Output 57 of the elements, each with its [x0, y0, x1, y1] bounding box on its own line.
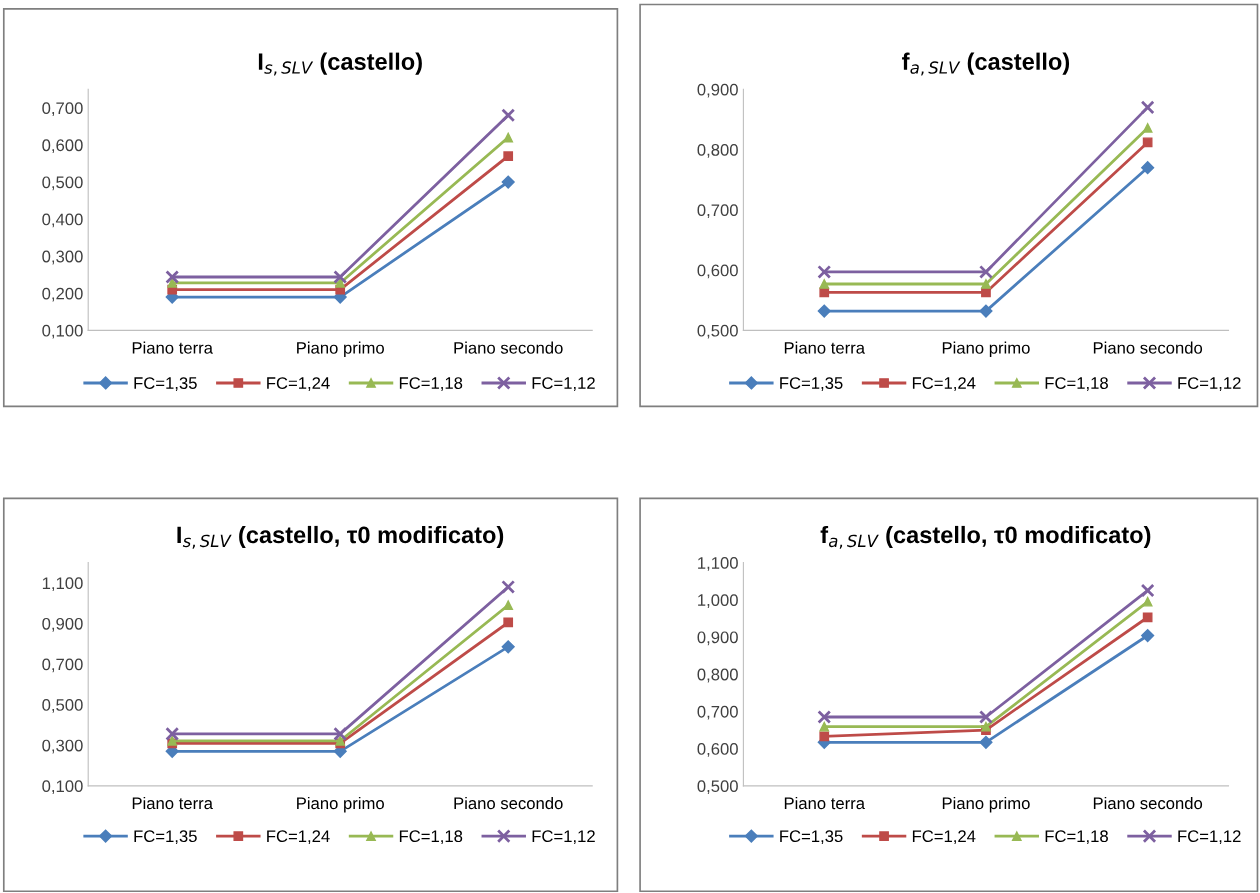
legend-label: FC=1,24	[267, 377, 330, 391]
y-tick-label: 1,100	[698, 556, 738, 571]
x-tick-label: Piano terra	[132, 341, 213, 354]
legend-label: FC=1,24	[912, 377, 976, 391]
chart-title: f$_{a,SLV}$ (castello, τ0 modificato)	[820, 525, 1151, 549]
x-tick-label: Piano primo	[942, 341, 1030, 358]
legend-label: FC=1,12	[1178, 377, 1241, 391]
x-tick-label: Piano terra	[784, 796, 866, 810]
legend-label: FC=1,35	[780, 377, 843, 391]
y-tick-label: 0,200	[42, 287, 83, 302]
x-tick-label: Piano primo	[942, 796, 1030, 813]
y-tick-label: 1,100	[42, 577, 83, 592]
x-tick-label: Piano terra	[132, 796, 213, 810]
x-tick-label: Piano secondo	[1093, 796, 1203, 810]
y-tick-label: 0,100	[42, 324, 83, 339]
y-tick-label: 0,800	[697, 143, 738, 158]
y-tick-label: 0,700	[697, 204, 738, 219]
y-tick-label: 0,500	[697, 324, 738, 339]
x-tick-label: Piano secondo	[454, 796, 563, 810]
x-tick-label: Piano terra	[784, 341, 866, 354]
x-tick-label: Piano secondo	[454, 341, 563, 354]
chart-title: I$_{s,SLV}$ (castello, τ0 modificato)	[177, 525, 504, 549]
chart-title: f$_{a,SLV}$ (castello)	[902, 52, 1070, 76]
y-tick-label: 0,500	[42, 176, 83, 191]
y-tick-label: 0,600	[697, 264, 738, 279]
y-tick-label: 0,500	[697, 780, 738, 795]
legend-label: FC=1,24	[267, 830, 330, 845]
legend-label: FC=1,35	[780, 830, 843, 845]
y-tick-label: 0,700	[42, 658, 83, 673]
legend-label: FC=1,12	[1178, 830, 1241, 845]
x-tick-label: Piano primo	[297, 796, 384, 813]
legend-label: FC=1,18	[1045, 830, 1108, 845]
legend-label: FC=1,35	[134, 377, 197, 391]
legend-label: FC=1,18	[399, 830, 463, 845]
x-tick-label: Piano primo	[297, 341, 384, 358]
x-tick-label: Piano secondo	[1093, 341, 1203, 354]
y-tick-label: 0,500	[42, 699, 83, 713]
y-tick-label: 0,400	[42, 213, 83, 228]
chart-title: I$_{s,SLV}$ (castello)	[258, 52, 422, 76]
legend-label: FC=1,12	[532, 377, 595, 391]
y-tick-label: 0,800	[697, 668, 738, 683]
legend-label: FC=1,18	[1045, 377, 1108, 391]
y-tick-label: 0,600	[697, 743, 738, 757]
legend-label: FC=1,35	[134, 830, 197, 845]
y-tick-label: 1,000	[698, 594, 738, 608]
y-tick-label: 0,100	[42, 780, 83, 795]
y-tick-label: 0,300	[42, 739, 83, 754]
y-tick-label: 0,900	[697, 83, 738, 98]
legend-label: FC=1,12	[532, 830, 595, 845]
y-tick-label: 0,900	[42, 617, 83, 632]
y-tick-label: 0,600	[42, 139, 83, 154]
y-tick-label: 0,900	[697, 631, 738, 646]
y-tick-label: 0,700	[42, 102, 83, 117]
y-tick-label: 0,700	[697, 705, 738, 720]
legend-label: FC=1,18	[399, 377, 463, 391]
y-tick-label: 0,300	[42, 250, 83, 265]
legend-label: FC=1,24	[912, 830, 976, 845]
